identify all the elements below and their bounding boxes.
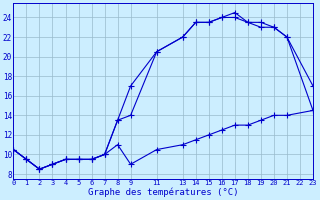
X-axis label: Graphe des températures (°C): Graphe des températures (°C) (88, 188, 238, 197)
